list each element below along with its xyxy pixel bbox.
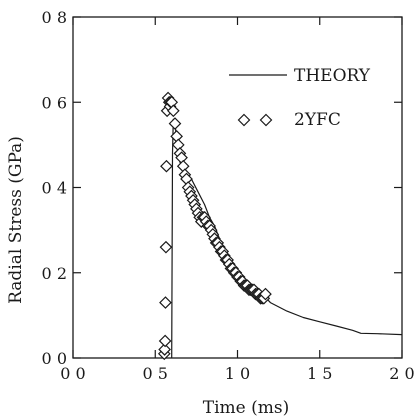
data-point-2yfc <box>168 117 182 130</box>
y-tick-label: 0 8 <box>42 8 67 27</box>
legend-diamond <box>259 113 273 127</box>
legend-2yfc-label: 2YFC <box>294 110 341 130</box>
x-tick-label: 0 0 <box>60 364 85 383</box>
x-tick-label: 1 0 <box>225 364 250 383</box>
legend: THEORY 2YFC <box>229 66 371 130</box>
y-tick-label: 0 6 <box>42 93 67 112</box>
data-point-2yfc <box>160 159 173 173</box>
theory-line <box>171 118 403 359</box>
legend-diamond <box>237 113 251 127</box>
y-tick-label: 0 0 <box>42 349 67 368</box>
series-theory <box>171 118 403 359</box>
y-axis-title: Radial Stress (GPa) <box>6 136 26 304</box>
legend-theory-label: THEORY <box>294 66 371 86</box>
data-point-2yfc <box>158 343 171 356</box>
x-tick-label: 1 5 <box>307 364 332 383</box>
data-point-2yfc <box>259 287 272 301</box>
y-tick-label: 0 4 <box>42 179 67 198</box>
data-point-2yfc <box>159 240 173 254</box>
data-point-2yfc <box>166 104 180 118</box>
x-tick-label: 0 5 <box>143 364 168 383</box>
data-point-2yfc <box>159 296 172 309</box>
legend-2yfc-markers <box>237 113 273 127</box>
x-tick-label: 2 0 <box>389 364 414 383</box>
data-point-2yfc <box>158 334 172 348</box>
x-axis-title: Time (ms) <box>203 398 289 418</box>
series-2yfc <box>157 91 272 361</box>
y-tick-label: 0 2 <box>42 264 67 283</box>
axis-ticks: 0 0 0 5 1 0 1 5 2 0 0 0 0 2 0 4 0 6 0 8 <box>42 8 415 383</box>
